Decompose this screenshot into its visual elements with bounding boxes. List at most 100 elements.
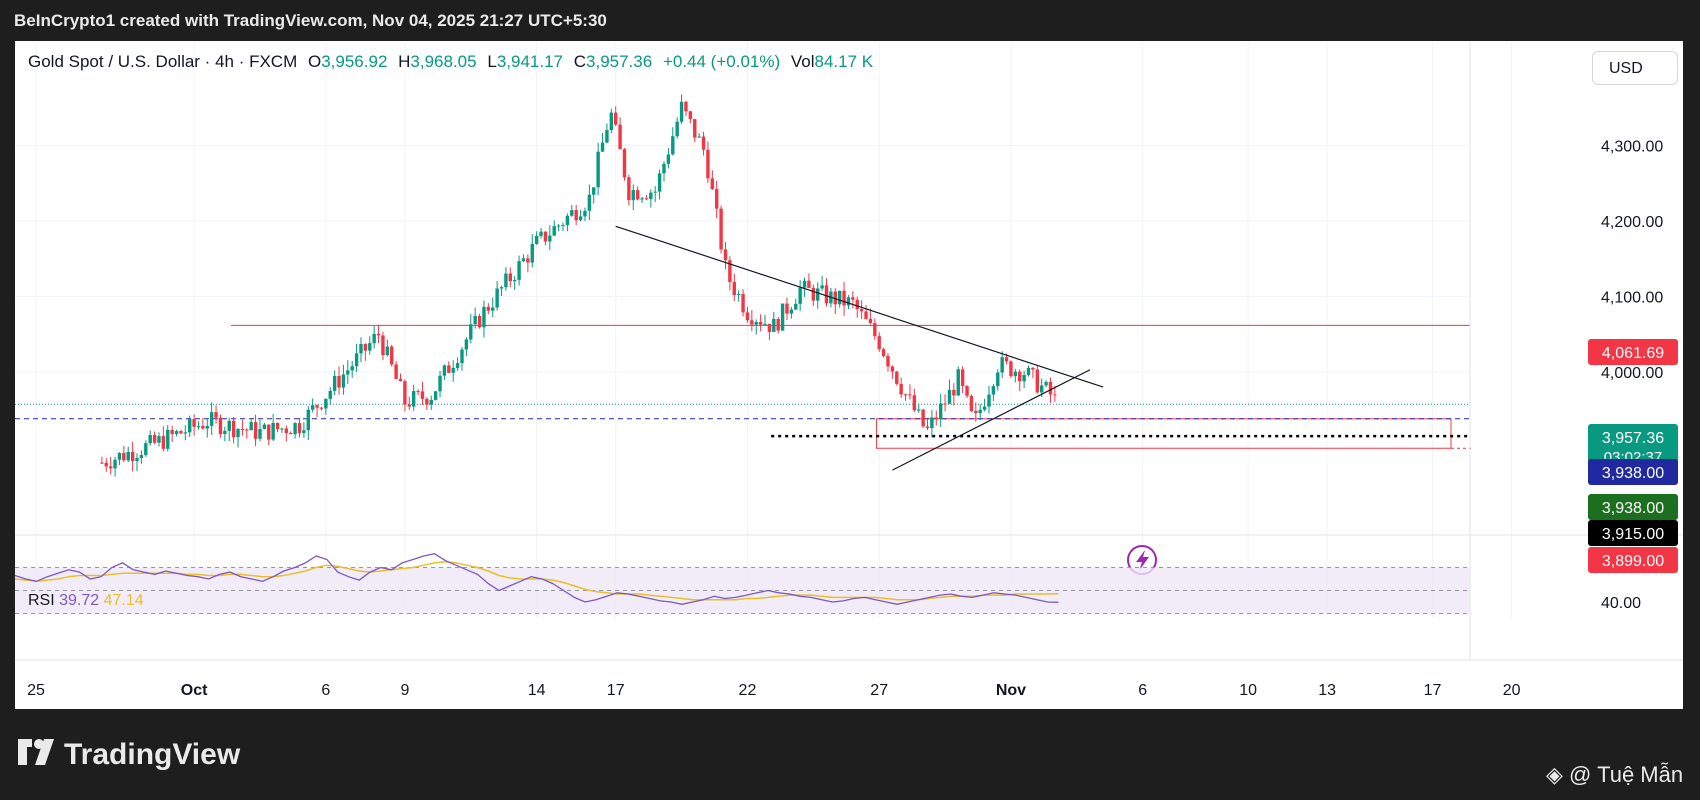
candle-body (433, 391, 438, 400)
candle (1044, 380, 1048, 388)
candle (390, 344, 394, 367)
candle-body (499, 287, 504, 289)
candle (174, 429, 179, 437)
candle (921, 408, 925, 428)
candle-body (201, 425, 205, 429)
support-zone-box (876, 418, 1452, 449)
candle (258, 419, 262, 442)
candle-body (368, 343, 372, 351)
candle-body (816, 288, 820, 301)
candle (170, 425, 174, 443)
candle (851, 291, 855, 309)
candle (868, 308, 873, 325)
candle (350, 360, 354, 378)
candle (719, 205, 723, 254)
candle-body (1048, 381, 1053, 395)
time-axis-label: 17 (607, 682, 625, 699)
candle-body (570, 210, 574, 216)
candle-body (385, 346, 390, 356)
currency-button[interactable]: USD (1592, 51, 1678, 85)
rsi-pane (14, 553, 1470, 614)
candle-body (495, 288, 499, 308)
candle-body (543, 231, 548, 242)
time-axis-label: 14 (528, 682, 546, 699)
candle-body (231, 420, 236, 438)
candle-body (754, 321, 758, 325)
candle-body (772, 318, 776, 332)
candle-body (1026, 367, 1031, 376)
candle (420, 381, 425, 405)
candle (780, 303, 785, 331)
candle (1035, 365, 1039, 394)
candle-body (363, 344, 368, 351)
candle-body (622, 149, 627, 178)
candle-body (574, 210, 578, 221)
price-tag-text: 3,938.00 (1602, 465, 1664, 482)
candle (495, 280, 499, 311)
candle-body (688, 111, 693, 120)
candle (763, 314, 767, 326)
candle-body (407, 404, 411, 407)
candle (166, 424, 170, 452)
candle-body (785, 303, 789, 314)
annotation-zones (15, 324, 1471, 449)
candle (715, 180, 719, 219)
candle (890, 365, 895, 379)
candle (974, 402, 978, 422)
candle (991, 383, 996, 402)
candle (179, 430, 183, 434)
candle (262, 422, 267, 430)
ohlc-low-label: L (487, 52, 497, 71)
symbol-title[interactable]: Gold Spot / U.S. Dollar · 4h · FXCM (28, 52, 298, 71)
candle-body (1039, 385, 1044, 393)
time-axis-label: 9 (400, 682, 409, 699)
candle (728, 256, 732, 291)
candle-body (1000, 357, 1004, 373)
candle-body (341, 374, 346, 388)
candle (754, 319, 758, 335)
candle (947, 379, 952, 404)
candle-body (767, 323, 772, 332)
candle-body (240, 428, 245, 430)
candle (627, 174, 631, 206)
candles-layer (100, 94, 1057, 477)
candle (574, 204, 578, 226)
candle-body (776, 318, 780, 331)
candle (508, 267, 512, 288)
candle-body (170, 429, 174, 434)
candle-body (873, 323, 877, 337)
candle (394, 361, 398, 380)
candle (952, 383, 956, 406)
candle-body (631, 190, 635, 201)
candle (284, 425, 289, 442)
candle (811, 284, 816, 306)
candle-body (196, 425, 201, 427)
candle-body (982, 406, 987, 410)
candle (332, 370, 337, 396)
candle-body (758, 321, 763, 325)
price-axis-label: 4,100.00 (1601, 290, 1663, 307)
candle-body (179, 431, 183, 434)
candle-body (253, 422, 258, 439)
candle (956, 366, 960, 397)
price-tag-text: 4,061.69 (1602, 345, 1664, 362)
candle (135, 453, 139, 472)
candle-body (583, 210, 587, 217)
candle (385, 339, 390, 357)
candle-body (561, 225, 565, 227)
candle (534, 231, 539, 245)
candle-body (157, 436, 161, 443)
candle-body (662, 163, 666, 174)
candle-body (218, 417, 223, 434)
candle-body (1018, 371, 1022, 382)
price-tag-bg (1588, 547, 1678, 573)
candle-body (1035, 369, 1039, 393)
price-tag-bg (1588, 459, 1678, 485)
candle (100, 456, 104, 465)
candle-body (359, 344, 363, 354)
candle-body (306, 409, 310, 431)
candle (455, 357, 460, 371)
candle-body (833, 291, 837, 305)
candle (938, 394, 943, 427)
